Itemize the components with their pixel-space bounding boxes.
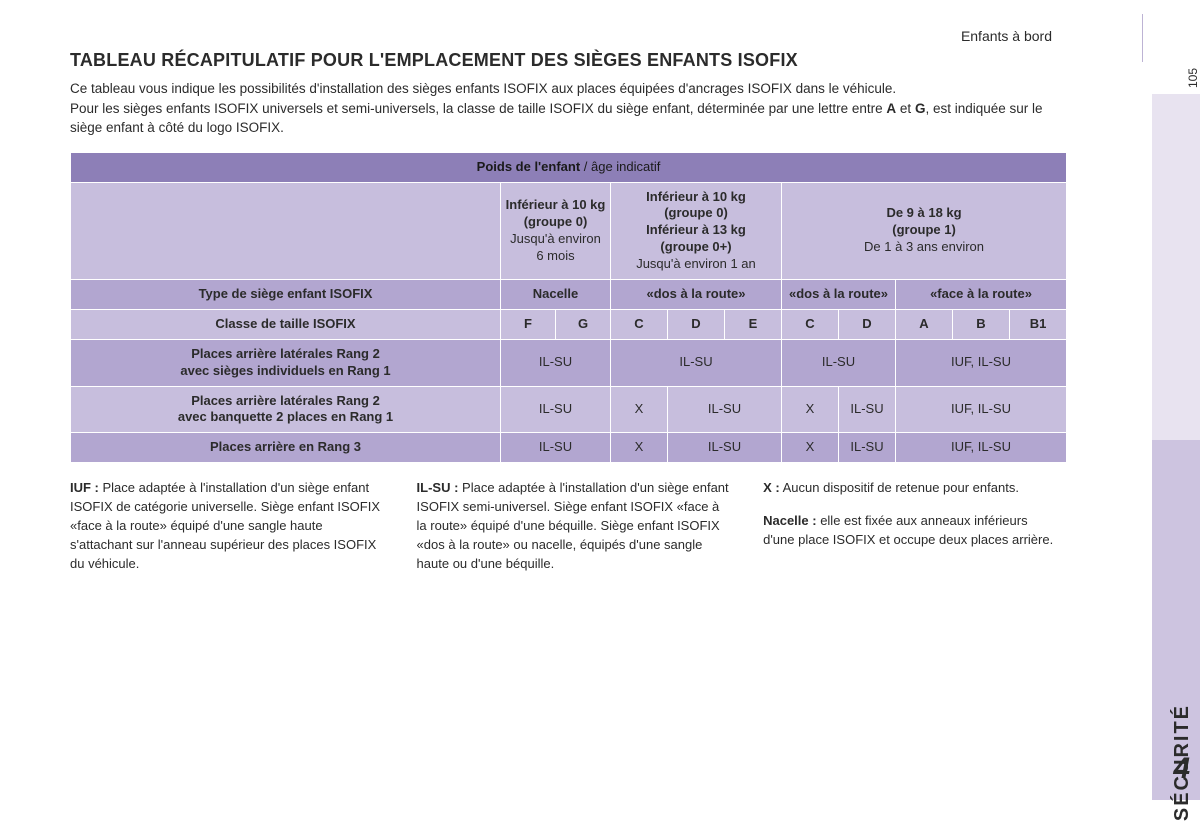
size-D2: D: [839, 309, 896, 339]
r3c3a: X: [782, 433, 839, 463]
place-row-2: Places arrière latérales Rang 2 avec ban…: [71, 386, 1067, 433]
w2b4: (groupe 0+): [615, 239, 777, 256]
w1b2: (groupe 0): [505, 214, 606, 231]
type-c2: «dos à la route»: [611, 280, 782, 310]
place-row-1: Places arrière latérales Rang 2 avec siè…: [71, 339, 1067, 386]
weight-col-3: De 9 à 18 kg (groupe 1) De 1 à 3 ans env…: [782, 182, 1067, 279]
weight-col-2: Inférieur à 10 kg (groupe 0) Inférieur à…: [611, 182, 782, 279]
type-c3: «dos à la route»: [782, 280, 896, 310]
legend-nacelle: Nacelle : elle est fixée aux anneaux inf…: [763, 512, 1060, 550]
intro-line2c: et: [896, 101, 915, 116]
weight-spacer: [71, 182, 501, 279]
place-row-3-label: Places arrière en Rang 3: [71, 433, 501, 463]
type-row: Type de siège enfant ISOFIX Nacelle «dos…: [71, 280, 1067, 310]
r2c3b: IL-SU: [839, 386, 896, 433]
r1c1: IL-SU: [501, 339, 611, 386]
w3b2: (groupe 1): [786, 222, 1062, 239]
r1c4: IUF, IL-SU: [896, 339, 1067, 386]
page-number: 105: [1186, 68, 1200, 88]
w1n1: Jusqu'à environ 6 mois: [510, 231, 601, 263]
r1c2: IL-SU: [611, 339, 782, 386]
iuf-key: IUF :: [70, 480, 99, 495]
size-row: Classe de taille ISOFIX F G C D E C D A …: [71, 309, 1067, 339]
r1l2: avec sièges individuels en Rang 1: [180, 363, 390, 378]
legend-ilsu: IL-SU : Place adaptée à l'installation d…: [417, 479, 730, 573]
r2c4: IUF, IL-SU: [896, 386, 1067, 433]
r2c3a: X: [782, 386, 839, 433]
size-D: D: [668, 309, 725, 339]
header-rule: [1142, 14, 1144, 62]
type-c4: «face à la route»: [896, 280, 1067, 310]
type-c1: Nacelle: [501, 280, 611, 310]
size-B: B: [953, 309, 1010, 339]
top-header-rest: / âge indicatif: [580, 159, 660, 174]
table-top-header: Poids de l'enfant / âge indicatif: [71, 152, 1067, 182]
breadcrumb: Enfants à bord: [70, 28, 1060, 44]
r2l1: Places arrière latérales Rang 2: [191, 393, 380, 408]
section-number: 4: [1173, 752, 1190, 786]
intro-line2a: Pour les sièges enfants ISOFIX universel…: [70, 101, 886, 116]
r2c2a: X: [611, 386, 668, 433]
r2l2: avec banquette 2 places en Rang 1: [178, 409, 393, 424]
w2b3: Inférieur à 13 kg: [615, 222, 777, 239]
r3c3b: IL-SU: [839, 433, 896, 463]
weight-col-1: Inférieur à 10 kg (groupe 0) Jusqu'à env…: [501, 182, 611, 279]
isofix-table: Poids de l'enfant / âge indicatif Inféri…: [70, 152, 1067, 464]
nac-key: Nacelle :: [763, 513, 816, 528]
place-row-2-label: Places arrière latérales Rang 2 avec ban…: [71, 386, 501, 433]
r3c2a: X: [611, 433, 668, 463]
legend-col-1: IUF : Place adaptée à l'installation d'u…: [70, 479, 383, 587]
size-C: C: [611, 309, 668, 339]
intro-line1: Ce tableau vous indique les possibilités…: [70, 81, 896, 96]
intro-paragraph: Ce tableau vous indique les possibilités…: [70, 79, 1060, 138]
size-C2: C: [782, 309, 839, 339]
weight-row: Inférieur à 10 kg (groupe 0) Jusqu'à env…: [71, 182, 1067, 279]
legend-iuf: IUF : Place adaptée à l'installation d'u…: [70, 479, 383, 573]
w2b1: Inférieur à 10 kg: [615, 189, 777, 206]
intro-letter-a: A: [886, 101, 896, 116]
type-row-label: Type de siège enfant ISOFIX: [71, 280, 501, 310]
x-text: Aucun dispositif de retenue pour enfants…: [780, 480, 1019, 495]
r1l1: Places arrière latérales Rang 2: [191, 346, 380, 361]
page-title: TABLEAU RÉCAPITULATIF POUR L'EMPLACEMENT…: [70, 50, 1060, 71]
ilsu-text: Place adaptée à l'installation d'un sièg…: [417, 480, 729, 570]
legend-x: X : Aucun dispositif de retenue pour enf…: [763, 479, 1060, 498]
r3c2b: IL-SU: [668, 433, 782, 463]
w3b1: De 9 à 18 kg: [786, 205, 1062, 222]
side-tab-upper: [1152, 94, 1200, 440]
x-key: X :: [763, 480, 780, 495]
size-G: G: [556, 309, 611, 339]
w2n1: Jusqu'à environ 1 an: [636, 256, 756, 271]
legend-col-2: IL-SU : Place adaptée à l'installation d…: [417, 479, 730, 587]
w3n1: De 1 à 3 ans environ: [864, 239, 984, 254]
size-row-label: Classe de taille ISOFIX: [71, 309, 501, 339]
top-header-bold: Poids de l'enfant: [477, 159, 581, 174]
r1c3: IL-SU: [782, 339, 896, 386]
r2c2b: IL-SU: [668, 386, 782, 433]
size-E: E: [725, 309, 782, 339]
iuf-text: Place adaptée à l'installation d'un sièg…: [70, 480, 380, 570]
ilsu-key: IL-SU :: [417, 480, 459, 495]
r3c4: IUF, IL-SU: [896, 433, 1067, 463]
size-B1: B1: [1010, 309, 1067, 339]
place-row-3: Places arrière en Rang 3 IL-SU X IL-SU X…: [71, 433, 1067, 463]
legend: IUF : Place adaptée à l'installation d'u…: [70, 479, 1060, 587]
r3c1: IL-SU: [501, 433, 611, 463]
intro-letter-g: G: [915, 101, 926, 116]
place-row-1-label: Places arrière latérales Rang 2 avec siè…: [71, 339, 501, 386]
size-F: F: [501, 309, 556, 339]
r2c1: IL-SU: [501, 386, 611, 433]
size-A: A: [896, 309, 953, 339]
table-header-row: Poids de l'enfant / âge indicatif: [71, 152, 1067, 182]
w2b2: (groupe 0): [615, 205, 777, 222]
legend-col-3: X : Aucun dispositif de retenue pour enf…: [763, 479, 1060, 587]
w1b1: Inférieur à 10 kg: [505, 197, 606, 214]
